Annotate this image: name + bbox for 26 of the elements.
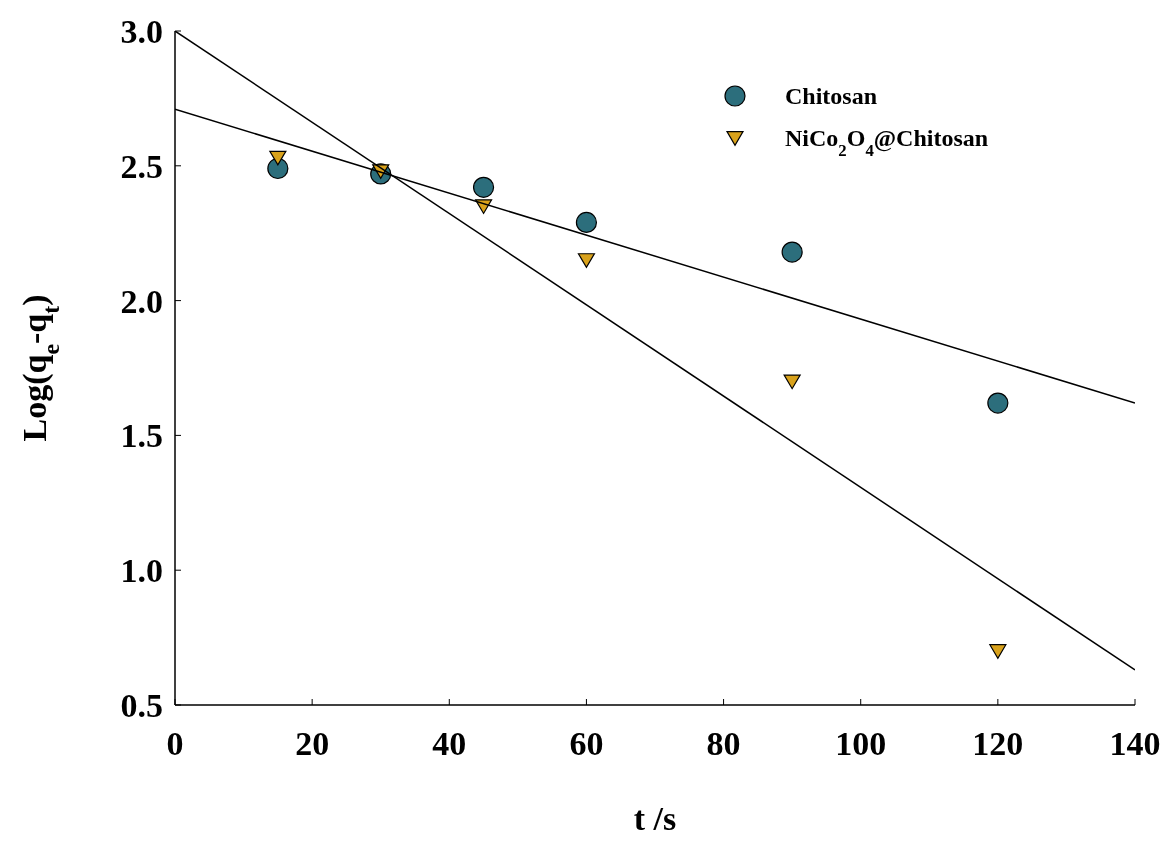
x-axis-title: t /s: [633, 800, 677, 837]
x-tick-label: 80: [706, 725, 741, 762]
point: [783, 374, 801, 390]
legend-label: Chitosan: [785, 83, 878, 110]
x-tick-label: 100: [835, 725, 887, 762]
point: [472, 176, 495, 198]
x-tick-label: 60: [569, 725, 604, 762]
point: [781, 241, 803, 263]
x-tick-label: 0: [166, 725, 184, 762]
y-tick-label: 0.5: [120, 686, 163, 724]
point: [269, 150, 287, 166]
x-tick-label: 20: [295, 725, 330, 762]
point: [987, 392, 1009, 414]
x-tick-label: 40: [432, 725, 467, 762]
y-tick-label: 1.5: [120, 417, 163, 455]
y-tick-label: 3.0: [120, 12, 163, 50]
x-tick-label: 120: [972, 725, 1024, 762]
y-tick-label: 2.5: [120, 147, 163, 185]
x-tick-label: 140: [1109, 725, 1161, 762]
point: [575, 211, 598, 233]
y-tick-label: 2.0: [120, 282, 163, 320]
point: [989, 644, 1007, 659]
point: [267, 157, 289, 180]
y-tick-label: 1.0: [120, 552, 163, 590]
point: [577, 253, 596, 268]
legend-label: NiCo$_{2}$O$_{4}$@Chitosan: [785, 125, 989, 160]
